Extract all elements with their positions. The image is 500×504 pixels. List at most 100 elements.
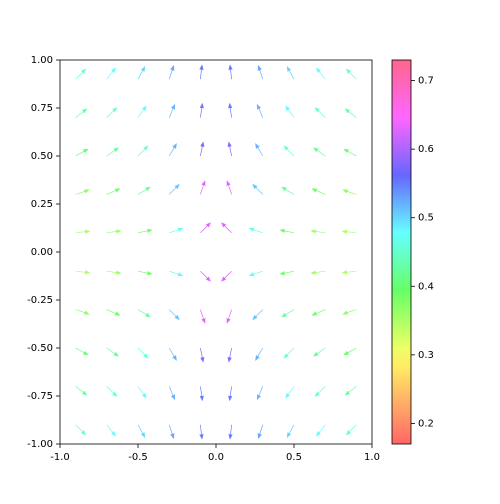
colorbar-tick-label: 0.5 [418,213,434,224]
arrow [344,386,357,396]
arrow [168,183,180,195]
arrow [344,108,357,118]
arrow [228,64,233,80]
arrow [257,65,264,80]
arrow [199,424,204,440]
arrow [345,424,357,436]
x-tick-label: 0.5 [286,452,302,463]
arrow [75,189,90,195]
arrow [252,309,264,321]
arrow [106,67,116,80]
arrow [227,141,232,157]
arrow [106,147,119,157]
arrow [314,107,326,118]
colorbar-tick-label: 0.4 [418,281,434,292]
y-tick-label: -0.25 [27,295,53,306]
arrow [310,229,326,234]
arrow [226,309,232,324]
arrow [252,183,264,195]
arrow [310,270,326,275]
arrow [279,270,295,276]
arrow [200,270,211,282]
arrow [106,347,119,357]
arrow [255,143,264,157]
arrow [257,424,264,439]
arrow [341,270,357,275]
arrow [345,68,357,80]
arrow [311,188,326,195]
arrow [106,229,122,234]
arrow [343,347,357,356]
arrow [248,227,263,234]
arrow [343,148,357,157]
arrow [341,229,357,234]
y-tick-label: -0.75 [27,391,53,402]
arrow [106,188,121,195]
y-tick-label: 0.75 [31,103,53,114]
colorbar-tick-label: 0.7 [418,76,434,87]
y-tick-label: -0.50 [27,343,53,354]
arrow [256,103,264,118]
arrow [169,227,184,234]
arrow [169,270,184,277]
arrow [281,186,295,195]
arrow [106,270,122,275]
arrow [199,386,204,402]
arrow [342,189,357,195]
arrow [200,222,211,234]
arrow [221,270,232,282]
colorbar-frame [391,59,412,445]
x-tick-label: -1.0 [50,452,70,463]
arrow [285,386,295,399]
arrow [221,222,232,234]
arrow [279,228,295,234]
arrow [255,347,264,361]
arrow [168,309,180,321]
arrow [106,386,118,397]
arrow [106,309,121,316]
arrow [313,347,326,357]
arrow [199,102,204,118]
x-tick-label: 1.0 [364,452,380,463]
arrow [75,148,89,157]
arrow [137,347,149,359]
x-tick-label: -0.5 [128,452,148,463]
arrow [285,105,295,118]
arrow [342,309,357,315]
y-tick-label: -1.00 [27,439,53,450]
arrow [199,64,204,80]
arrow [314,386,326,397]
colorbar [392,60,411,444]
arrow [200,347,205,363]
arrow [226,180,232,195]
arrow [137,186,151,195]
arrow [316,67,326,80]
arrow [228,424,233,440]
arrow [75,270,91,275]
arrow [75,424,87,436]
colorbar-tick-label: 0.3 [418,350,434,361]
arrow [286,66,295,80]
arrow [106,107,118,118]
arrow [283,145,295,157]
y-tick-label: 0.25 [31,199,53,210]
x-tick-label: 0.0 [208,452,224,463]
arrow [168,103,176,118]
arrow [75,386,88,396]
arrow [137,105,147,118]
arrow [168,424,175,439]
arrow [200,180,206,195]
arrow [137,270,153,276]
arrow [200,309,206,324]
arrow [75,309,90,315]
arrow [137,424,146,438]
arrow [283,347,295,359]
arrow [137,145,149,157]
arrow [311,309,326,316]
y-tick-label: 1.00 [31,55,53,66]
arrow [168,386,176,401]
arrow [137,66,146,80]
arrow [168,347,177,361]
colorbar-tick-label: 0.6 [418,144,434,155]
